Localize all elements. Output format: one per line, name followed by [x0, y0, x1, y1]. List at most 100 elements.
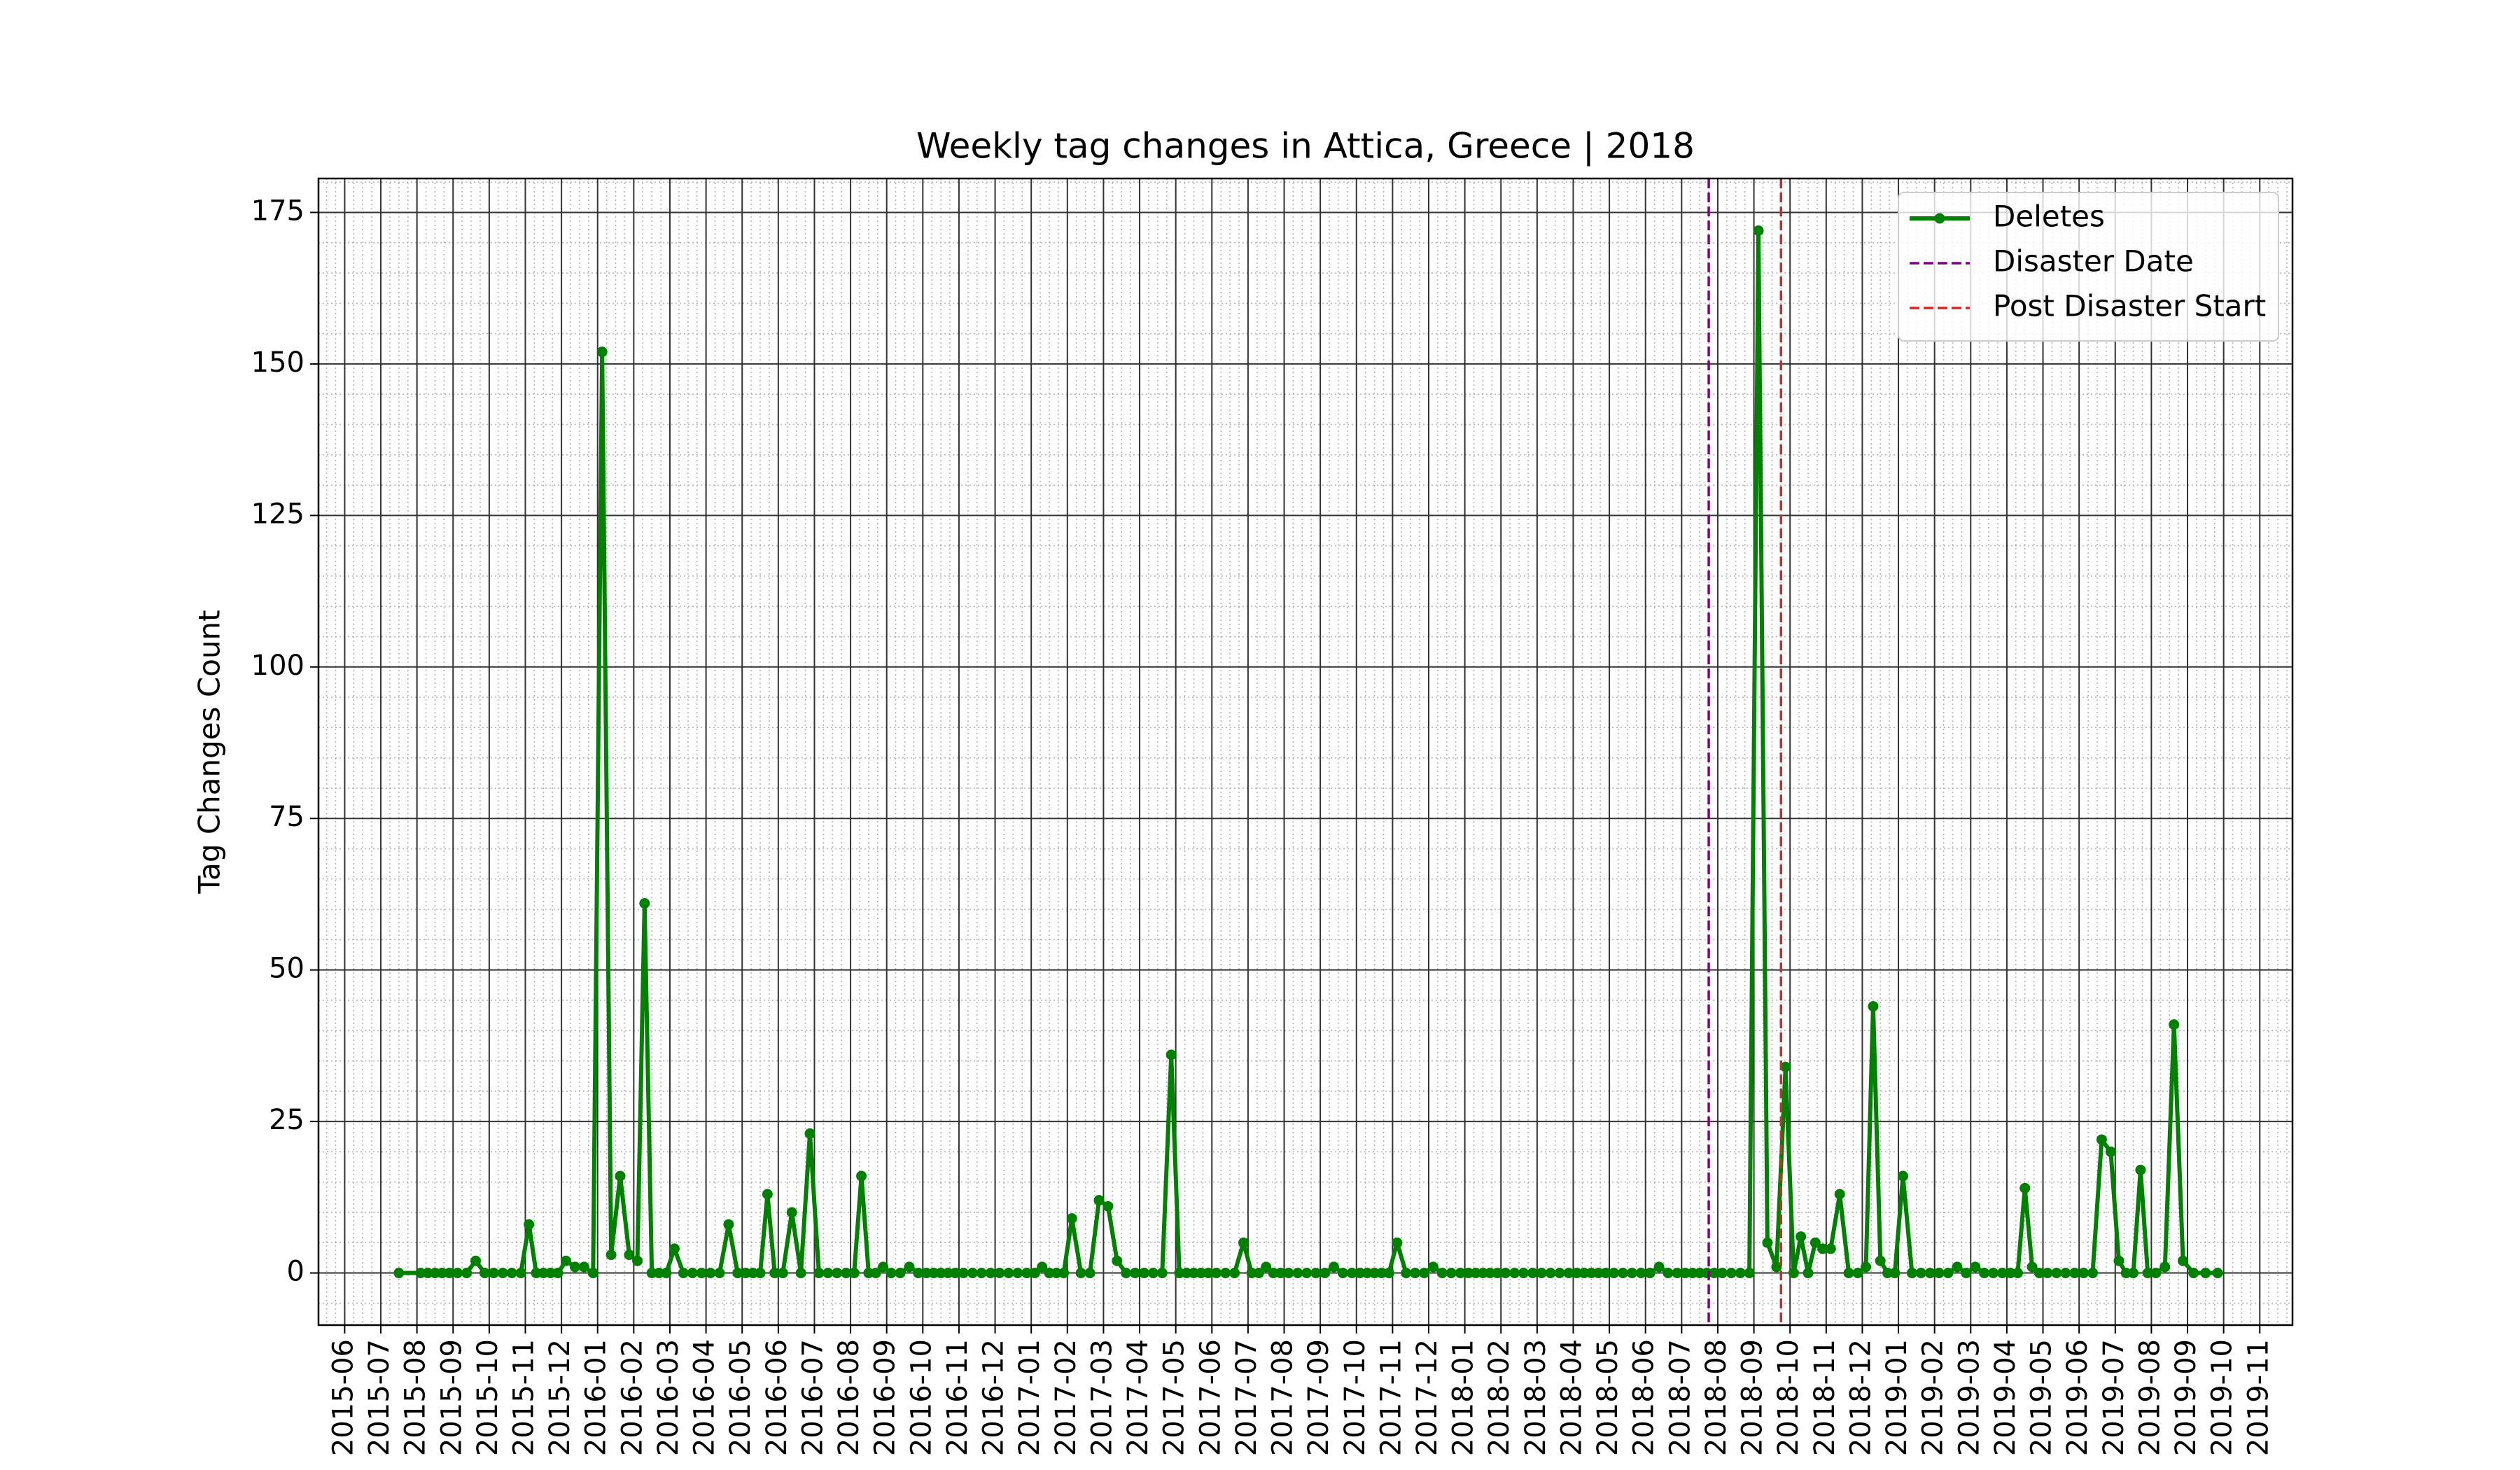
- data-point: [1147, 1268, 1158, 1279]
- data-point: [1545, 1268, 1556, 1279]
- data-point: [762, 1189, 773, 1200]
- data-point: [1735, 1268, 1746, 1279]
- data-point: [748, 1268, 759, 1279]
- x-tick-label: 2019-09: [2170, 1339, 2202, 1456]
- data-point: [2096, 1134, 2107, 1145]
- data-point: [935, 1268, 946, 1279]
- x-tick-label: 2015-09: [435, 1339, 468, 1456]
- data-point: [1383, 1268, 1394, 1279]
- data-point: [1933, 1268, 1945, 1279]
- data-point: [985, 1268, 996, 1279]
- data-point: [1762, 1237, 1773, 1248]
- data-point: [994, 1268, 1005, 1279]
- data-point: [1996, 1268, 2008, 1279]
- data-point: [1979, 1268, 1990, 1279]
- data-point: [2169, 1019, 2180, 1030]
- x-tick-label: 2017-09: [1303, 1339, 1335, 1456]
- data-point: [1075, 1268, 1086, 1279]
- data-point: [1102, 1200, 1114, 1212]
- data-point: [1509, 1268, 1520, 1279]
- data-point: [786, 1207, 797, 1218]
- data-point: [668, 1243, 680, 1254]
- data-point: [1852, 1268, 1863, 1279]
- x-tick-label: 2016-11: [941, 1339, 974, 1456]
- data-point: [1029, 1268, 1040, 1279]
- data-point: [1802, 1268, 1814, 1279]
- data-point: [696, 1268, 707, 1279]
- data-point: [848, 1268, 860, 1279]
- data-point: [1563, 1268, 1574, 1279]
- data-point: [470, 1255, 482, 1266]
- data-point: [1843, 1268, 1854, 1279]
- data-point: [1181, 1268, 1192, 1279]
- data-point: [1817, 1243, 1828, 1254]
- data-point: [1410, 1268, 1421, 1279]
- data-point: [1203, 1268, 1214, 1279]
- data-point: [1362, 1268, 1373, 1279]
- data-point: [1617, 1268, 1628, 1279]
- x-tick-label: 2019-02: [1917, 1339, 1949, 1456]
- data-point: [1229, 1268, 1240, 1279]
- data-point: [856, 1170, 867, 1182]
- data-point: [1003, 1268, 1014, 1279]
- data-point: [913, 1268, 924, 1279]
- data-point: [531, 1268, 542, 1279]
- data-point: [1261, 1261, 1272, 1273]
- data-point: [1337, 1268, 1348, 1279]
- data-point: [822, 1268, 834, 1279]
- data-point: [1952, 1261, 1963, 1273]
- x-tick-label: 2019-07: [2098, 1339, 2130, 1456]
- data-point: [1376, 1268, 1387, 1279]
- data-point: [1320, 1268, 1331, 1279]
- x-tick-label: 2016-01: [580, 1339, 612, 1456]
- data-point: [1292, 1268, 1303, 1279]
- x-tick-label: 2017-07: [1231, 1339, 1263, 1456]
- data-point: [1809, 1237, 1821, 1248]
- data-point: [1572, 1268, 1583, 1279]
- data-point: [755, 1268, 766, 1279]
- data-point: [1672, 1268, 1683, 1279]
- data-point: [515, 1268, 526, 1279]
- x-tick-label: 2016-12: [978, 1339, 1010, 1456]
- data-point: [1635, 1268, 1646, 1279]
- data-point: [1058, 1268, 1070, 1279]
- x-tick-label: 2016-04: [689, 1339, 721, 1456]
- data-point: [1644, 1268, 1656, 1279]
- x-tick-label: 2018-04: [1555, 1339, 1588, 1456]
- data-point: [569, 1261, 580, 1273]
- data-point: [1868, 1001, 1879, 1012]
- x-tick-label: 2017-03: [1086, 1339, 1118, 1456]
- data-point: [1536, 1268, 1547, 1279]
- data-point: [1988, 1268, 1999, 1279]
- data-point: [1130, 1268, 1141, 1279]
- data-point: [1268, 1268, 1279, 1279]
- data-point: [1037, 1261, 1048, 1273]
- data-point: [1238, 1237, 1249, 1248]
- data-point: [2113, 1255, 2124, 1266]
- legend-label: Post Disaster Start: [1993, 289, 2266, 323]
- data-point: [904, 1261, 915, 1273]
- x-tick-label: 2018-09: [1737, 1339, 1769, 1456]
- data-point: [705, 1268, 716, 1279]
- data-point: [2105, 1146, 2116, 1157]
- data-point: [1346, 1268, 1357, 1279]
- data-point: [1970, 1261, 1981, 1273]
- data-point: [1593, 1268, 1604, 1279]
- y-tick-label: 50: [269, 953, 304, 985]
- data-point: [653, 1268, 664, 1279]
- x-tick-label: 2019-11: [2242, 1339, 2274, 1456]
- data-point: [2026, 1261, 2038, 1273]
- data-point: [1726, 1268, 1737, 1279]
- x-tick-label: 2017-08: [1267, 1339, 1299, 1456]
- y-tick-label: 150: [251, 346, 304, 379]
- data-point: [2160, 1261, 2171, 1273]
- data-point: [2188, 1268, 2199, 1279]
- x-tick-label: 2017-05: [1158, 1339, 1191, 1456]
- data-point: [1156, 1268, 1168, 1279]
- data-point: [1220, 1268, 1231, 1279]
- data-point: [2142, 1268, 2153, 1279]
- data-point: [1825, 1243, 1836, 1254]
- data-point: [740, 1268, 751, 1279]
